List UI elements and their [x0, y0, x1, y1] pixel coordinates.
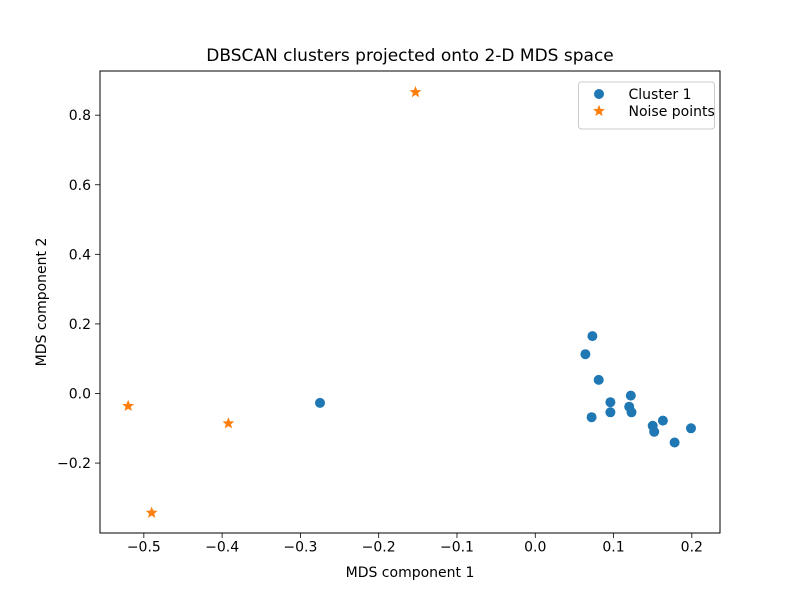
data-point-cluster-1 — [686, 423, 696, 434]
data-point-cluster-1 — [315, 397, 325, 408]
x-tick-label: −0.2 — [362, 540, 396, 556]
x-tick-label: 0.0 — [524, 540, 546, 556]
data-point-cluster-1 — [580, 349, 591, 360]
data-point-cluster-1 — [593, 374, 604, 385]
data-point-cluster-1 — [605, 407, 616, 418]
y-tick-label: −0.2 — [57, 456, 91, 472]
y-axis-label: MDS component 2 — [34, 238, 50, 367]
data-point-cluster-1 — [649, 426, 660, 437]
y-tick-label: 0.2 — [69, 317, 91, 333]
x-tick-label: −0.3 — [283, 540, 317, 556]
y-tick-label: 0.4 — [69, 247, 91, 263]
x-tick-label: 0.1 — [602, 540, 624, 556]
x-tick-label: 0.2 — [681, 540, 703, 556]
data-point-noise-points — [145, 506, 158, 518]
x-tick-label: −0.4 — [205, 540, 239, 556]
y-tick-label: 0.6 — [69, 178, 91, 194]
data-point-noise-points — [409, 86, 422, 98]
data-points — [122, 86, 696, 518]
legend: Cluster 1 Noise points — [578, 81, 715, 130]
legend-label-cluster-1: Cluster 1 — [629, 87, 692, 103]
data-point-cluster-1 — [657, 415, 668, 426]
data-point-cluster-1 — [669, 437, 680, 448]
legend-marker-noise-points-icon — [593, 104, 605, 117]
data-point-noise-points — [122, 399, 135, 412]
legend-box — [578, 81, 715, 130]
x-tick-label: −0.1 — [440, 540, 474, 556]
y-tick-label: 0.8 — [69, 108, 91, 124]
legend-label-noise-points: Noise points — [629, 104, 715, 120]
plot-area-border — [99, 70, 721, 534]
y-tick-label: 0.0 — [69, 386, 91, 402]
x-axis-ticks: −0.5 −0.4 −0.3 −0.2 −0.1 0.0 0.1 0.2 — [127, 533, 703, 556]
chart-title: DBSCAN clusters projected onto 2-D MDS s… — [206, 46, 614, 66]
x-tick-label: −0.5 — [127, 540, 161, 556]
data-point-cluster-1 — [626, 407, 637, 418]
data-point-cluster-1 — [605, 397, 616, 408]
data-point-cluster-1 — [586, 412, 597, 423]
data-point-cluster-1 — [625, 390, 636, 401]
y-axis-ticks: −0.2 0.0 0.2 0.4 0.6 0.8 — [57, 108, 100, 472]
data-point-noise-points — [222, 417, 235, 429]
legend-marker-cluster-1-icon — [594, 89, 604, 99]
x-axis-label: MDS component 1 — [346, 565, 475, 581]
data-point-cluster-1 — [587, 331, 598, 342]
